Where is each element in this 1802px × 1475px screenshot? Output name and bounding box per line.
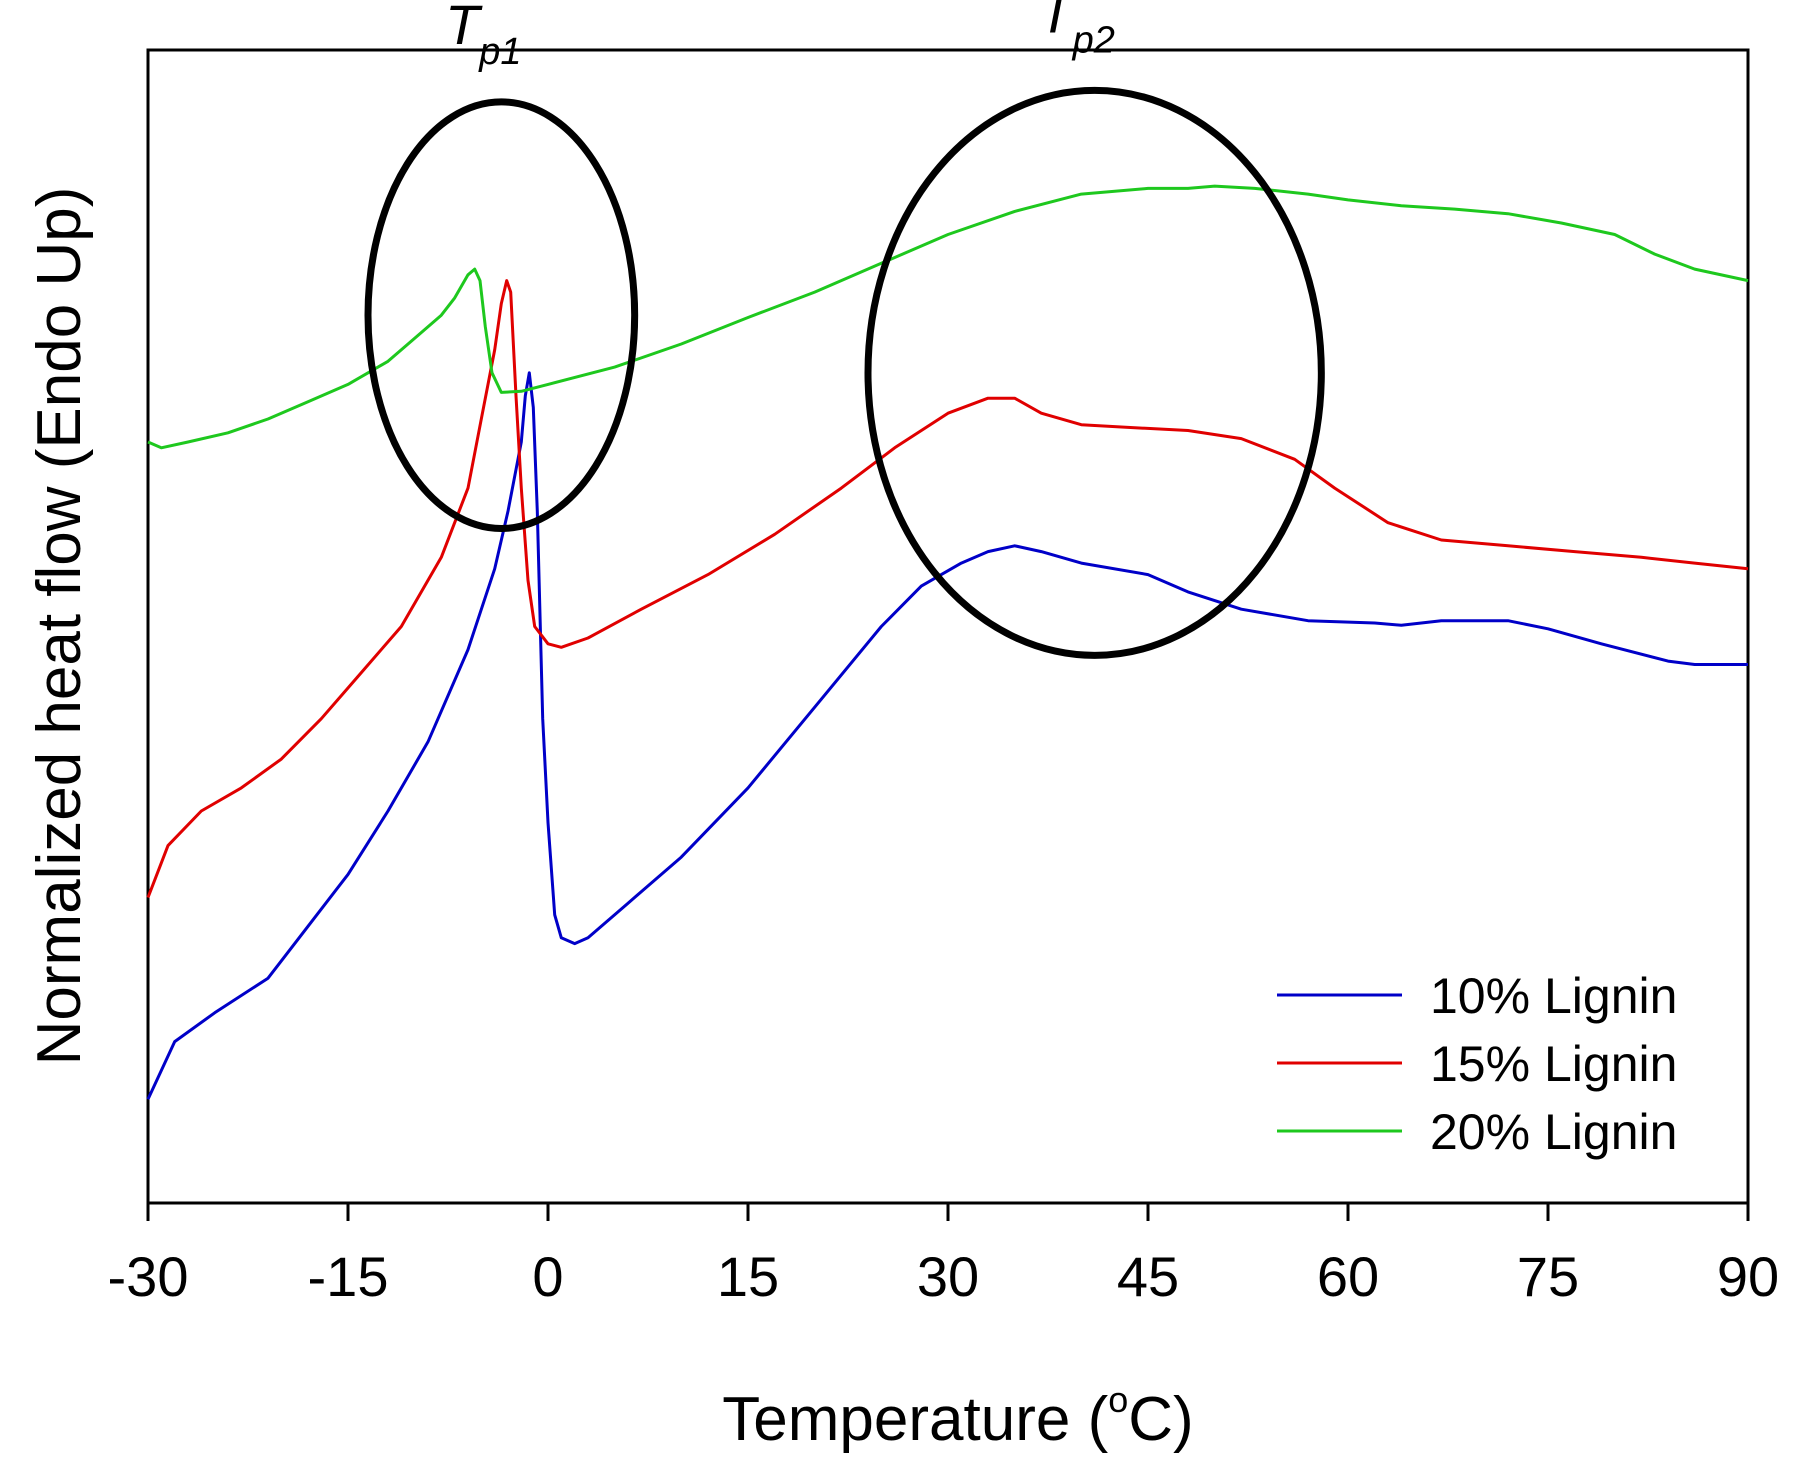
- x-tick-label: 60: [1317, 1245, 1379, 1308]
- x-axis-title-main: Temperature (: [722, 1385, 1108, 1454]
- annotation-circle-p2: [864, 86, 1325, 659]
- x-axis-title-degree: o: [1108, 1379, 1128, 1420]
- x-tick-label: 45: [1117, 1245, 1179, 1308]
- x-tick-label: -30: [108, 1245, 189, 1308]
- x-tick-label: 30: [917, 1245, 979, 1308]
- x-tick-label: 75: [1517, 1245, 1579, 1308]
- annotation-circle-p1: [364, 98, 639, 532]
- x-axis-title: Temperature (oC): [722, 1379, 1193, 1454]
- legend-label-3: 20% Lignin: [1430, 1104, 1677, 1160]
- annotation-subscript: p2: [1072, 19, 1115, 61]
- annotation-T: T: [1038, 0, 1076, 44]
- x-axis-title-unit: C): [1128, 1385, 1193, 1454]
- series-line-2: [146, 279, 1749, 899]
- annotation-T: T: [445, 0, 483, 56]
- legend: 10% Lignin 15% Lignin 20% Lignin: [1277, 968, 1677, 1160]
- x-tick-label: 15: [717, 1245, 779, 1308]
- legend-label-1: 10% Lignin: [1430, 968, 1677, 1024]
- y-axis-title-main: Normalized heat flow: [25, 469, 94, 1065]
- annotation-label-p1: Tp1: [445, 0, 522, 73]
- x-tick-label: 0: [532, 1245, 563, 1308]
- y-axis-title: Normalized heat flow (Endo Up): [25, 187, 94, 1066]
- x-tick-label: 90: [1717, 1245, 1779, 1308]
- x-axis-tick-labels: -30 -15 0 15 30 45 60 75 90: [108, 1245, 1780, 1308]
- annotation-label-p2: Tp2: [1038, 0, 1115, 61]
- legend-label-2: 15% Lignin: [1430, 1036, 1677, 1092]
- series-line-1: [146, 371, 1748, 1100]
- x-axis-ticks: [146, 1203, 1750, 1221]
- annotation-subscript: p1: [478, 31, 521, 73]
- y-axis-title-endo: (Endo Up): [25, 187, 94, 470]
- x-tick-label: -15: [308, 1245, 389, 1308]
